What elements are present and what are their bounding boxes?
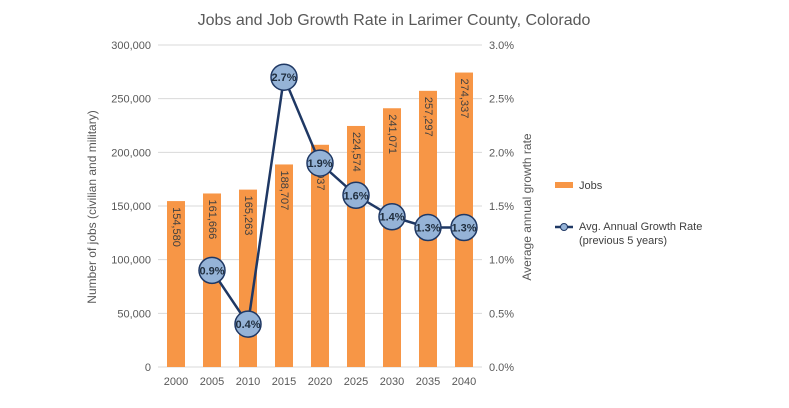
x-tick-label: 2030	[380, 376, 404, 388]
bar-data-label: 274,337	[458, 79, 470, 119]
growth-rate-marker	[270, 63, 298, 91]
growth-rate-label: 1.6%	[343, 190, 368, 202]
chart-title: Jobs and Job Growth Rate in Larimer Coun…	[198, 12, 591, 29]
y-right-tick-label: 0.0%	[489, 362, 514, 374]
bar-data-label: 257,297	[422, 97, 434, 137]
bar-data-label: 188,707	[278, 170, 290, 210]
y-left-tick-label: 200,000	[111, 147, 151, 159]
growth-rate-marker	[414, 213, 442, 242]
x-tick-label: 2010	[236, 376, 260, 388]
legend-jobs-swatch	[555, 182, 573, 188]
y-left-tick-label: 300,000	[111, 40, 151, 52]
y-right-tick-label: 2.5%	[489, 94, 514, 106]
y-left-tick-label: 250,000	[111, 94, 151, 106]
y-right-tick-label: 1.0%	[489, 255, 514, 267]
y-left-tick-label: 0	[145, 362, 151, 374]
bar	[311, 144, 329, 367]
x-tick-label: 2025	[344, 376, 368, 388]
y-left-tick-label: 50,000	[117, 308, 151, 320]
legend-growth-marker	[560, 223, 568, 231]
x-tick-label: 2015	[272, 376, 296, 388]
bar	[275, 164, 293, 367]
growth-rate-label: 1.9%	[307, 158, 332, 170]
right-axis-ticks: 0.0% 0.5% 1.0% 1.5% 2.0% 2.5% 3.0%	[489, 40, 514, 374]
bars	[167, 72, 473, 367]
bar-data-label: 165,263	[242, 196, 254, 236]
growth-rate-label: 0.4%	[235, 319, 260, 331]
x-tick-label: 2005	[200, 376, 224, 388]
bar-data-label: 241,071	[386, 114, 398, 154]
growth-rate-marker	[450, 213, 478, 242]
growth-rate-marker	[198, 256, 226, 285]
bar	[383, 108, 401, 367]
growth-rate-label: 1.4%	[379, 212, 404, 224]
y-axis-left-label: Number of jobs (civilian and military)	[85, 110, 99, 303]
growth-rate-marker	[306, 149, 334, 177]
bar-data-label: 154,580	[170, 207, 182, 247]
x-tick-label: 2035	[416, 376, 440, 388]
y-right-tick-label: 2.0%	[489, 147, 514, 159]
y-right-tick-label: 3.0%	[489, 40, 514, 52]
y-right-tick-label: 1.5%	[489, 201, 514, 213]
x-tick-label: 2040	[452, 376, 476, 388]
bar	[167, 201, 185, 367]
bar-data-label: 161,666	[206, 199, 218, 239]
x-tick-label: 2000	[164, 376, 188, 388]
y-right-tick-label: 0.5%	[489, 308, 514, 320]
growth-rate-label: 0.9%	[199, 265, 224, 277]
bar-data-label: 224,574	[350, 132, 362, 172]
growth-rate-marker	[234, 310, 262, 338]
legend-jobs-label: Jobs	[579, 180, 603, 192]
legend-growth-label: Avg. Annual Growth Rate (previous 5 years…	[579, 221, 702, 247]
left-axis-ticks: 0 50,000 100,000 150,000 200,000 250,000 300,0…	[111, 40, 151, 374]
x-axis-ticks: 2000 2005 2010 2015 2020 2025 2030 2035 2040	[164, 376, 476, 388]
y-axis-right-label: Average annual growth rate	[520, 133, 534, 281]
growth-rate-label: 2.7%	[271, 72, 296, 84]
growth-rate-marker	[342, 181, 370, 210]
legend: Jobs Avg. Annual Growth Rate (previous 5 y…	[555, 180, 702, 247]
y-left-tick-label: 100,000	[111, 255, 151, 267]
growth-markers: 0.9% 0.4% 2.7% 1.9% 1.6% 1.4% 1.3% 1.3%	[198, 63, 478, 338]
growth-rate-label: 1.3%	[415, 222, 440, 234]
y-left-tick-label: 150,000	[111, 201, 151, 213]
growth-rate-marker	[378, 202, 406, 231]
growth-rate-label: 1.3%	[451, 222, 476, 234]
x-tick-label: 2020	[308, 376, 332, 388]
